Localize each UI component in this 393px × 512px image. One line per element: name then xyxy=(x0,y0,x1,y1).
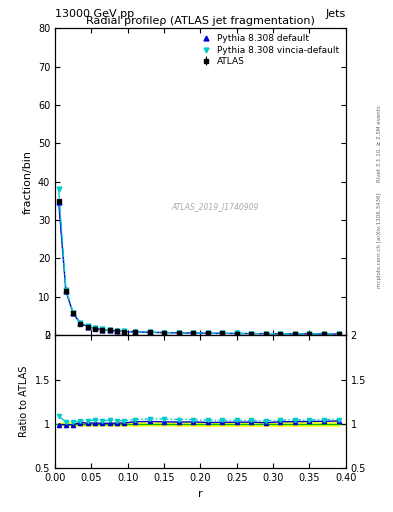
Pythia 8.308 vincia-default xyxy=(56,186,61,193)
Pythia 8.308 vincia-default xyxy=(206,330,210,336)
Pythia 8.308 vincia-default xyxy=(71,310,75,316)
Pythia 8.308 vincia-default xyxy=(278,331,283,337)
Pythia 8.308 vincia-default xyxy=(100,327,105,333)
Pythia 8.308 default xyxy=(133,329,138,335)
Pythia 8.308 default xyxy=(176,330,181,336)
Pythia 8.308 vincia-default xyxy=(234,330,239,336)
Pythia 8.308 default xyxy=(64,288,68,294)
Line: Pythia 8.308 default: Pythia 8.308 default xyxy=(56,199,341,336)
Pythia 8.308 default xyxy=(191,330,196,336)
Pythia 8.308 vincia-default xyxy=(78,320,83,326)
Pythia 8.308 default xyxy=(278,331,283,337)
Pythia 8.308 vincia-default xyxy=(321,331,326,337)
Pythia 8.308 vincia-default xyxy=(162,329,167,335)
Pythia 8.308 default xyxy=(321,331,326,337)
Text: Jets: Jets xyxy=(325,9,346,19)
Pythia 8.308 default xyxy=(292,331,298,337)
Pythia 8.308 default xyxy=(307,331,312,337)
Pythia 8.308 default xyxy=(249,331,254,337)
Pythia 8.308 vincia-default xyxy=(249,331,254,337)
Line: Pythia 8.308 vincia-default: Pythia 8.308 vincia-default xyxy=(56,187,341,336)
Text: Rivet 3.1.10, ≥ 2.5M events: Rivet 3.1.10, ≥ 2.5M events xyxy=(377,105,382,182)
Pythia 8.308 default xyxy=(336,331,341,337)
Pythia 8.308 vincia-default xyxy=(147,329,152,335)
Pythia 8.308 default xyxy=(56,199,61,205)
Pythia 8.308 vincia-default xyxy=(64,287,68,293)
X-axis label: r: r xyxy=(198,489,203,499)
Text: 13000 GeV pp: 13000 GeV pp xyxy=(55,9,134,19)
Title: Radial profileρ (ATLAS jet fragmentation): Radial profileρ (ATLAS jet fragmentation… xyxy=(86,16,315,26)
Pythia 8.308 vincia-default xyxy=(122,328,127,334)
Pythia 8.308 default xyxy=(114,328,119,334)
Pythia 8.308 default xyxy=(93,326,97,332)
Pythia 8.308 vincia-default xyxy=(263,331,268,337)
Pythia 8.308 vincia-default xyxy=(336,331,341,337)
Pythia 8.308 default xyxy=(100,327,105,333)
Pythia 8.308 default xyxy=(122,329,127,335)
Pythia 8.308 default xyxy=(263,331,268,337)
Pythia 8.308 default xyxy=(206,330,210,336)
Pythia 8.308 default xyxy=(220,330,225,336)
Y-axis label: Ratio to ATLAS: Ratio to ATLAS xyxy=(19,366,29,437)
Pythia 8.308 default xyxy=(234,330,239,336)
Pythia 8.308 vincia-default xyxy=(107,327,112,333)
Pythia 8.308 default xyxy=(78,321,83,327)
Pythia 8.308 vincia-default xyxy=(114,328,119,334)
Pythia 8.308 default xyxy=(107,327,112,333)
Y-axis label: fraction/bin: fraction/bin xyxy=(22,150,32,214)
Pythia 8.308 vincia-default xyxy=(191,330,196,336)
Pythia 8.308 default xyxy=(162,330,167,336)
Pythia 8.308 vincia-default xyxy=(133,329,138,335)
Pythia 8.308 vincia-default xyxy=(292,331,298,337)
Pythia 8.308 vincia-default xyxy=(307,331,312,337)
Text: mcplots.cern.ch [arXiv:1306.3436]: mcplots.cern.ch [arXiv:1306.3436] xyxy=(377,193,382,288)
Pythia 8.308 default xyxy=(85,324,90,330)
Pythia 8.308 vincia-default xyxy=(85,323,90,329)
Legend: Pythia 8.308 default, Pythia 8.308 vincia-default, ATLAS: Pythia 8.308 default, Pythia 8.308 vinci… xyxy=(196,33,342,68)
Pythia 8.308 vincia-default xyxy=(220,330,225,336)
Pythia 8.308 vincia-default xyxy=(93,325,97,331)
Text: ATLAS_2019_I1740909: ATLAS_2019_I1740909 xyxy=(171,202,259,210)
Pythia 8.308 default xyxy=(147,329,152,335)
Pythia 8.308 default xyxy=(71,310,75,316)
Pythia 8.308 vincia-default xyxy=(176,330,181,336)
